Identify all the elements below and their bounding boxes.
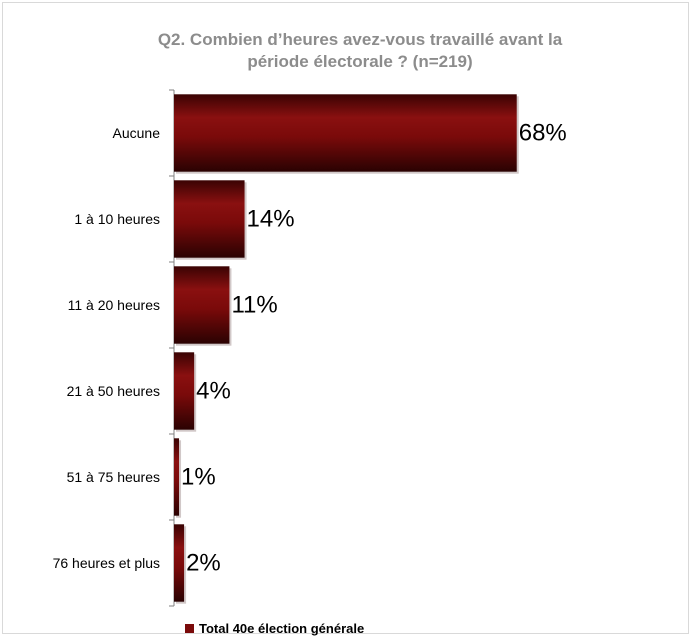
bar-2 bbox=[174, 266, 230, 344]
bar-5 bbox=[174, 524, 185, 602]
value-label-1: 14% bbox=[247, 206, 295, 233]
bar-1 bbox=[174, 180, 245, 258]
category-label-5: 76 heures et plus bbox=[53, 555, 160, 571]
chart-title-line-2: période électorale ? (n=219) bbox=[247, 52, 473, 71]
legend: Total 40e élection générale bbox=[185, 620, 364, 636]
value-label-0: 68% bbox=[519, 120, 567, 147]
chart-title-line-1: Q2. Combien d’heures avez-vous travaillé… bbox=[157, 30, 563, 49]
bar-0 bbox=[174, 94, 517, 172]
legend-label: Total 40e élection générale bbox=[199, 620, 365, 636]
category-label-2: 11 à 20 heures bbox=[68, 297, 160, 313]
bar-4 bbox=[174, 438, 180, 516]
category-label-1: 1 à 10 heures bbox=[74, 211, 160, 227]
bar-3 bbox=[174, 352, 195, 430]
category-label-0: Aucune bbox=[113, 125, 161, 141]
category-label-3: 21 à 50 heures bbox=[67, 383, 160, 399]
legend-swatch bbox=[185, 623, 194, 633]
value-label-2: 11% bbox=[231, 292, 277, 319]
value-label-5: 2% bbox=[186, 550, 221, 577]
value-label-3: 4% bbox=[196, 378, 231, 405]
category-label-4: 51 à 75 heures bbox=[67, 469, 160, 485]
value-label-4: 1% bbox=[181, 464, 216, 491]
